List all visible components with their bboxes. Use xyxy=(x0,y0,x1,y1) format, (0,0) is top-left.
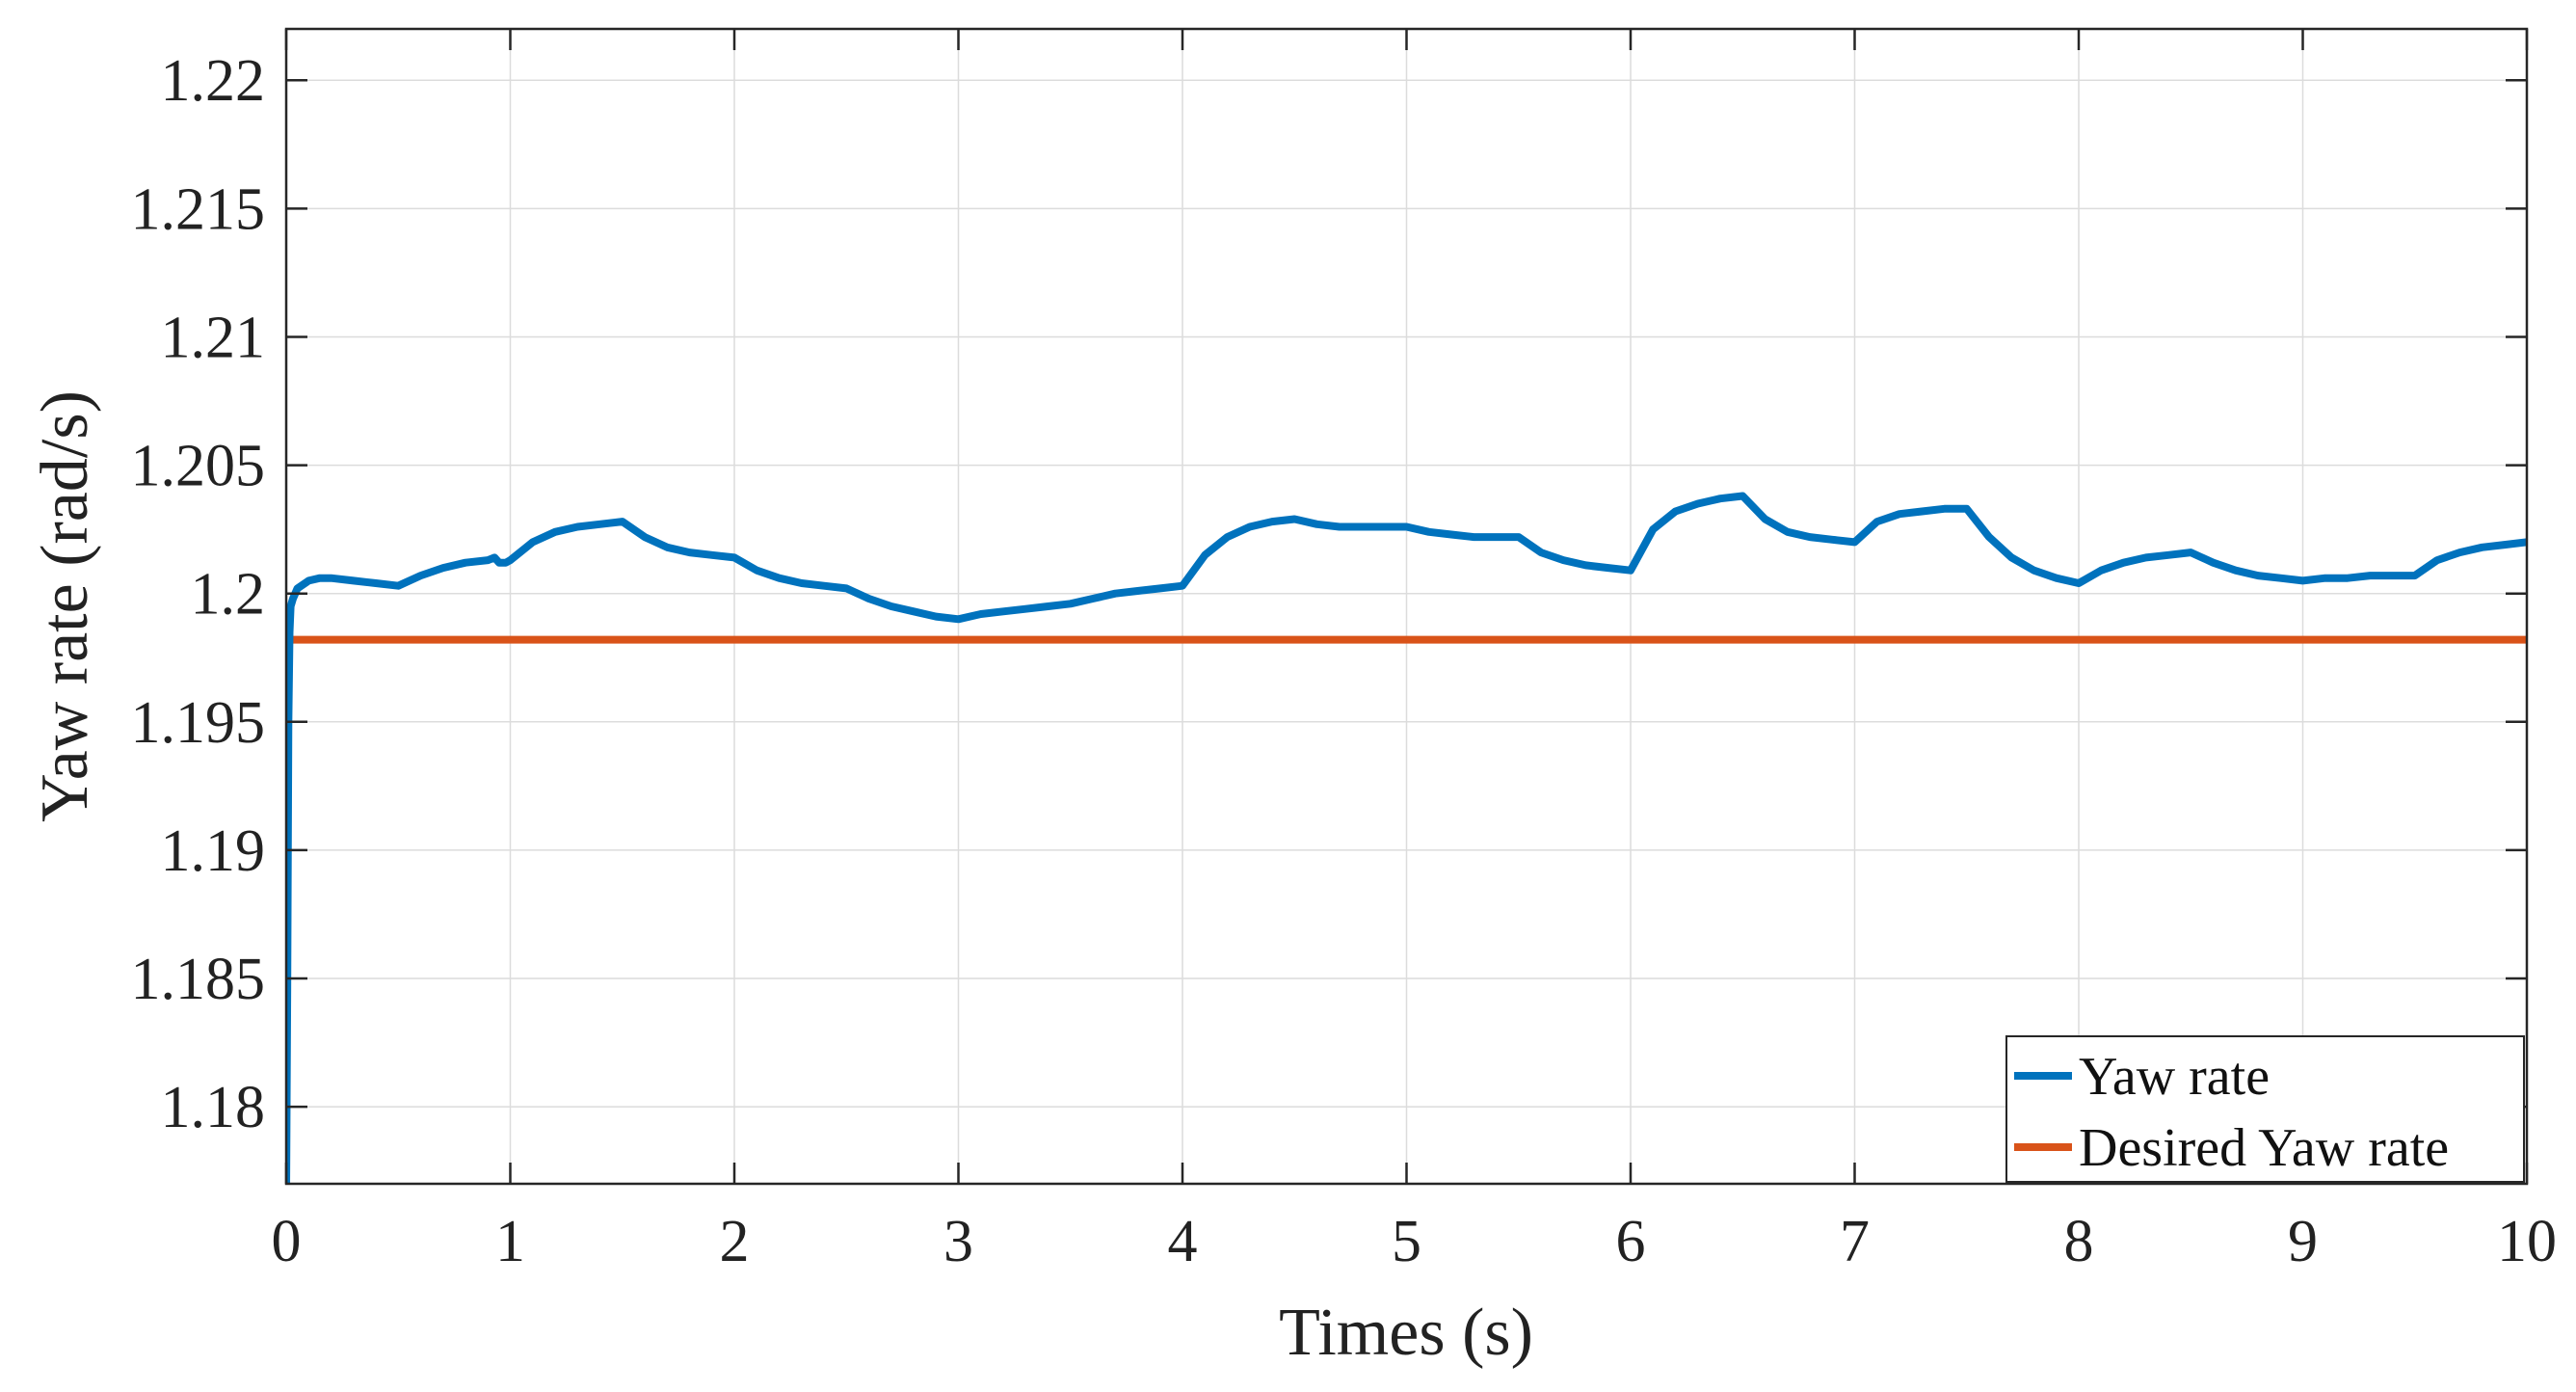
tick-marks xyxy=(284,29,2529,1184)
y-tick-label: 1.2 xyxy=(191,562,266,628)
series-lines xyxy=(286,492,2527,1184)
y-tick-label: 1.18 xyxy=(161,1075,266,1140)
legend-label-desired-yaw-rate: Desired Yaw rate xyxy=(2079,1118,2449,1178)
grid-lines xyxy=(285,29,2528,1184)
y-tick-label: 1.215 xyxy=(131,176,266,242)
legend-label-yaw-rate: Yaw rate xyxy=(2079,1047,2270,1107)
x-tick-label: 8 xyxy=(2064,1209,2094,1274)
x-tick-label: 4 xyxy=(1168,1209,1198,1274)
x-tick-label: 10 xyxy=(2497,1209,2557,1274)
legend: Yaw rate Desired Yaw rate xyxy=(2005,1035,2525,1183)
x-tick-label: 3 xyxy=(943,1209,973,1274)
y-tick-label: 1.185 xyxy=(131,947,266,1012)
y-tick-label: 1.21 xyxy=(161,305,266,370)
x-tick-label: 1 xyxy=(495,1209,525,1274)
x-axis-label: Times (s) xyxy=(1279,1296,1533,1370)
x-tick-label: 5 xyxy=(1392,1209,1421,1274)
series-line-yaw-rate xyxy=(286,492,2527,1184)
x-tick-label: 2 xyxy=(720,1209,750,1274)
x-tick-labels: 0 1 2 3 4 5 6 7 8 9 10 xyxy=(272,1209,2558,1274)
legend-box xyxy=(2005,1035,2525,1183)
y-tick-label: 1.19 xyxy=(161,818,266,884)
y-tick-labels: 1.18 1.185 1.19 1.195 1.2 1.205 1.21 1.215 1.22 xyxy=(131,48,266,1140)
y-tick-label: 1.195 xyxy=(131,690,266,756)
y-tick-label: 1.205 xyxy=(131,434,266,499)
x-tick-label: 7 xyxy=(1840,1209,1870,1274)
y-axis-label: Yaw rate (rad/s) xyxy=(28,390,102,822)
x-tick-label: 0 xyxy=(272,1209,302,1274)
y-tick-label: 1.22 xyxy=(161,48,266,114)
x-tick-label: 6 xyxy=(1616,1209,1646,1274)
x-tick-label: 9 xyxy=(2288,1209,2318,1274)
